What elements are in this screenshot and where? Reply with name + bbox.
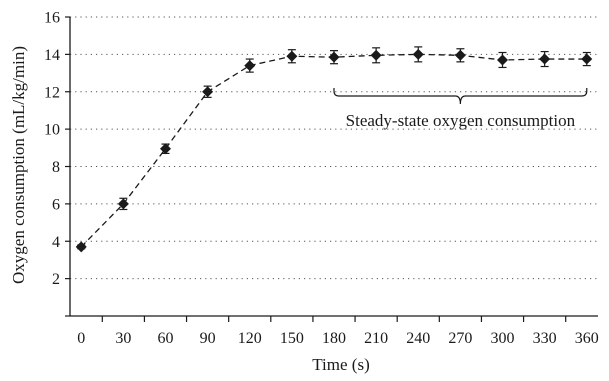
data-point-10 [497, 54, 509, 66]
x-tick-label-120: 120 [238, 330, 262, 347]
x-tick-label-270: 270 [448, 330, 472, 347]
x-tick-label-0: 0 [77, 330, 85, 347]
y-tick-label-16: 16 [44, 10, 60, 27]
x-tick-label-240: 240 [406, 330, 430, 347]
data-point-0 [75, 241, 87, 253]
x-axis-label: Time (s) [312, 355, 369, 374]
data-point-2 [159, 143, 171, 155]
data-point-12 [581, 53, 593, 65]
data-point-6 [328, 51, 340, 63]
x-tick-label-330: 330 [533, 330, 557, 347]
y-tick-label-14: 14 [44, 47, 60, 64]
data-point-9 [454, 49, 466, 61]
y-tick-label-4: 4 [52, 234, 60, 251]
axes [65, 16, 598, 322]
y-tick-label-8: 8 [52, 159, 60, 176]
x-tick-label-30: 30 [115, 330, 131, 347]
x-tick-label-180: 180 [322, 330, 346, 347]
tick-labels: 2 4 6 8 10 12 14 16 0 30 60 90 120 150 180 210 240 270 300… [44, 10, 599, 348]
y-axis-label: Oxygen consumption (mL/kg/min) [9, 46, 28, 284]
x-tick-label-60: 60 [157, 330, 173, 347]
data-point-1 [117, 198, 129, 210]
y-tick-label-2: 2 [52, 271, 60, 288]
series-line-0 [80, 53, 587, 248]
data-point-11 [539, 53, 551, 65]
annotation-label-0: Steady-state oxygen consumption [346, 111, 576, 130]
data-point-4 [244, 60, 256, 72]
y-tick-label-10: 10 [44, 122, 60, 139]
x-tick-label-360: 360 [575, 330, 599, 347]
y-tick-label-6: 6 [52, 196, 60, 213]
x-tick-label-300: 300 [491, 330, 515, 347]
data-point-5 [286, 50, 298, 62]
x-tick-label-150: 150 [280, 330, 304, 347]
data-point-7 [370, 49, 382, 61]
data-point-3 [202, 86, 214, 98]
data-series [75, 46, 593, 253]
y-tick-label-12: 12 [44, 84, 60, 101]
data-point-8 [412, 48, 424, 60]
x-tick-label-210: 210 [364, 330, 388, 347]
annotation-brace-0 [333, 88, 588, 105]
annotations: Steady-state oxygen consumption [333, 88, 588, 130]
x-tick-label-90: 90 [200, 330, 216, 347]
